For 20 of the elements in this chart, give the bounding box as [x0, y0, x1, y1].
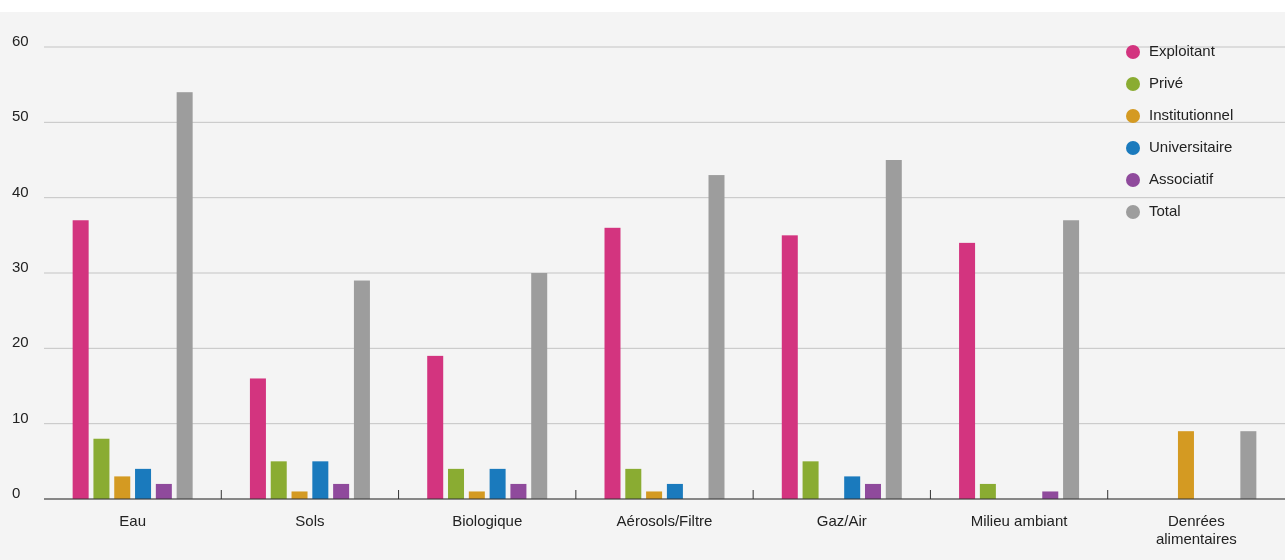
legend-label: Total	[1149, 201, 1181, 219]
legend-label: Institutionnel	[1149, 105, 1234, 123]
x-tick-label: Eau	[119, 512, 146, 529]
legend-label: Associatif	[1149, 169, 1215, 187]
y-tick-label: 10	[12, 408, 29, 426]
legend-label: Exploitant	[1149, 41, 1216, 59]
y-tick-label: 60	[12, 31, 29, 49]
x-tick-label: Sols	[295, 512, 325, 529]
x-tick-label: Aérosols/Filtre	[616, 512, 713, 529]
x-tick-label: Milieu ambiant	[970, 512, 1069, 529]
x-tick-label: Denrées alimentaires	[1155, 512, 1237, 547]
legend-label: Privé	[1149, 73, 1184, 91]
x-tick-label: Gaz/Air	[816, 512, 867, 529]
legend-label: Universitaire	[1149, 137, 1233, 155]
y-tick-label: 40	[12, 182, 29, 200]
y-tick-label: 30	[12, 257, 29, 275]
y-tick-label: 0	[12, 483, 21, 501]
y-tick-label: 20	[12, 333, 29, 351]
y-tick-label: 50	[12, 107, 29, 125]
x-tick-label: Biologique	[452, 512, 523, 529]
